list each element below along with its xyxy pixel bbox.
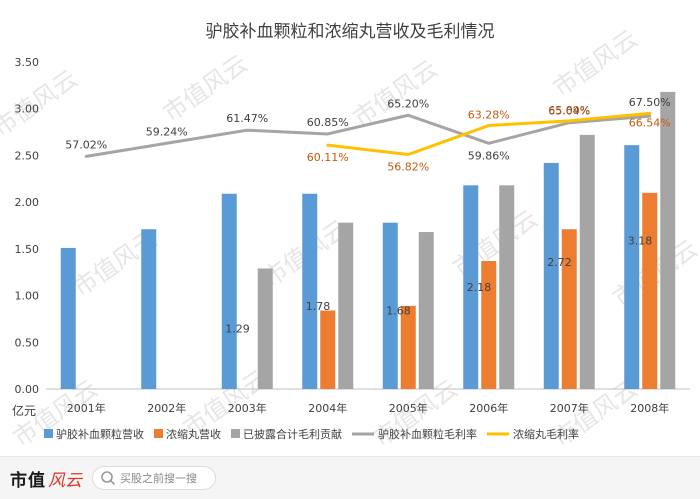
line-data-label: 66.54% xyxy=(629,116,671,129)
line-data-label: 60.85% xyxy=(307,116,349,129)
y-axis-unit-label: 亿元 xyxy=(12,403,36,418)
legend-label: 驴胶补血颗粒毛利率 xyxy=(378,427,477,441)
bar xyxy=(382,222,398,389)
bar xyxy=(642,192,658,389)
x-tick-label: 2008年 xyxy=(630,401,669,415)
bar xyxy=(543,162,559,389)
bar xyxy=(499,185,515,389)
bar-data-label: 2.72 xyxy=(547,256,572,269)
watermark-text: 市值风云 xyxy=(0,64,83,142)
bar-data-label: 1.78 xyxy=(306,300,331,313)
legend-swatch xyxy=(231,429,240,438)
line-data-label: 63.28% xyxy=(468,109,510,122)
y-tick-label: 1.50 xyxy=(15,243,40,256)
bar xyxy=(418,232,434,389)
legend: 驴胶补血颗粒营收 浓缩丸营收 已披露合计毛利贡献 驴胶补血颗粒毛利率 浓缩丸毛利率 xyxy=(44,427,579,441)
bar-data-label: 1.29 xyxy=(225,323,250,336)
x-tick-label: 2005年 xyxy=(389,401,428,415)
line-data-label: 67.50% xyxy=(629,96,671,109)
bar xyxy=(579,134,595,389)
x-tick-label: 2004年 xyxy=(308,401,347,415)
line-data-label: 61.47% xyxy=(226,112,268,125)
legend-swatch xyxy=(154,429,163,438)
bar xyxy=(624,145,640,389)
bar xyxy=(400,305,416,389)
line-data-label: 65.89% xyxy=(548,104,590,117)
line-data-label: 65.04% xyxy=(548,105,590,118)
bar xyxy=(221,193,237,389)
x-tick-label: 2007年 xyxy=(550,401,589,415)
legend-swatch xyxy=(44,429,53,438)
line-layer xyxy=(84,111,652,158)
line-series xyxy=(84,113,652,158)
search-box[interactable]: 买股之前搜一搜 xyxy=(92,466,216,490)
search-placeholder: 买股之前搜一搜 xyxy=(120,472,197,485)
bar xyxy=(320,310,336,389)
y-tick-label: 0.50 xyxy=(15,336,40,349)
line-data-label: 56.82% xyxy=(387,160,429,173)
legend-label: 浓缩丸毛利率 xyxy=(513,427,579,441)
bar-data-label: 3.18 xyxy=(628,234,653,247)
y-tick-label: 2.00 xyxy=(15,196,40,209)
brand-logo[interactable]: 市值 风云 xyxy=(10,465,82,491)
line-data-label: 59.24% xyxy=(146,125,188,138)
x-tick-label: 2001年 xyxy=(67,401,106,415)
bar xyxy=(302,193,318,389)
brand-logo-text: 市值 xyxy=(10,470,46,491)
bar xyxy=(257,268,273,389)
line-data-label: 59.86% xyxy=(468,149,510,162)
bar-data-label: 1.68 xyxy=(386,305,411,318)
legend-label: 已披露合计毛利贡献 xyxy=(243,427,342,441)
bar xyxy=(561,229,577,389)
bar-data-label: 2.18 xyxy=(467,281,492,294)
chart-title: 驴胶补血颗粒和浓缩丸营收及毛利情况 xyxy=(206,22,495,42)
legend-label: 驴胶补血颗粒营收 xyxy=(56,427,144,441)
label-layer: 1.29 1.78 1.68 2.18 2.72 3.18 57.02% 59.24% 61.4… xyxy=(65,96,670,336)
bar xyxy=(338,222,354,389)
axis-layer: 0.00 0.50 1.00 1.50 2.00 2.50 3.00 3.50 2001年 200… xyxy=(15,56,690,415)
bar xyxy=(463,185,479,389)
brand-logo-script: 风云 xyxy=(48,470,82,491)
y-tick-label: 3.00 xyxy=(15,103,40,116)
legend-label: 浓缩丸营收 xyxy=(166,427,221,441)
x-tick-label: 2002年 xyxy=(147,401,186,415)
bar xyxy=(141,229,157,389)
bar xyxy=(481,261,497,389)
y-tick-label: 3.50 xyxy=(15,56,40,69)
line-data-label: 57.02% xyxy=(65,138,107,151)
y-tick-label: 0.00 xyxy=(15,383,40,396)
x-tick-label: 2003年 xyxy=(228,401,267,415)
bar-layer xyxy=(60,91,676,389)
bar xyxy=(660,91,676,389)
y-tick-label: 1.00 xyxy=(15,290,40,303)
line-series xyxy=(326,111,652,156)
footer-bar: 市值 风云 买股之前搜一搜 xyxy=(0,456,700,499)
y-tick-label: 2.50 xyxy=(15,149,40,162)
line-data-label: 60.11% xyxy=(307,151,349,164)
search-icon xyxy=(101,471,115,485)
line-data-label: 65.20% xyxy=(387,97,429,110)
bar xyxy=(60,247,76,389)
watermark-text: 市值风云 xyxy=(548,24,643,102)
x-tick-label: 2006年 xyxy=(469,401,508,415)
